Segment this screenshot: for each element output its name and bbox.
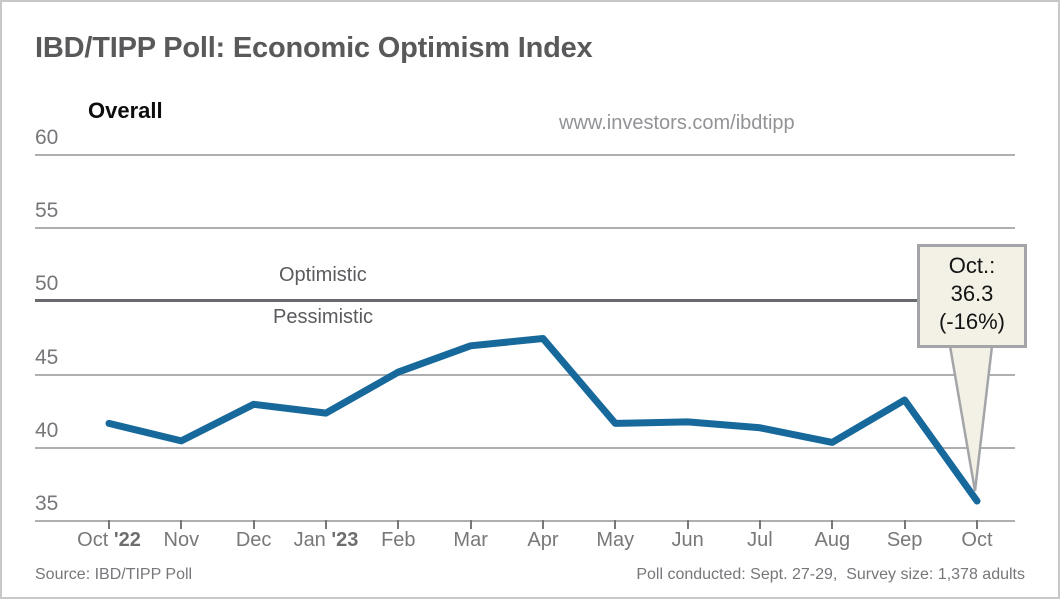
y-axis-label-55: 55 <box>35 199 59 223</box>
gridline-40 <box>35 446 1015 449</box>
chart-title: IBD/TIPP Poll: Economic Optimism Index <box>35 32 593 64</box>
gridline-35 <box>35 520 1015 522</box>
x-tick-6 <box>541 520 544 529</box>
x-tick-0 <box>108 520 110 529</box>
source-note: Source: IBD/TIPP Poll <box>35 566 193 583</box>
x-axis-label-may: May <box>596 529 635 551</box>
y-axis-label-60: 60 <box>35 126 59 149</box>
x-axis-label-jul: Jul <box>747 529 773 551</box>
x-axis-label-oct-22: Oct '22 <box>77 529 141 551</box>
poll-details-note: Poll conducted: Sept. 27-29, Survey size… <box>636 566 1025 583</box>
x-tick-7 <box>614 520 617 529</box>
x-tick-5 <box>469 520 472 529</box>
callout-month: Oct.: <box>948 253 996 278</box>
x-axis-label-apr: Apr <box>527 529 559 551</box>
x-tick-10 <box>831 520 834 529</box>
website-url: www.investors.com/ibdtipp <box>559 112 795 134</box>
x-tick-9 <box>758 520 761 529</box>
callout-box-oct: Oct.: 36.3 (-16%) <box>917 244 1027 348</box>
x-axis-label-nov: Nov <box>163 529 200 551</box>
x-tick-8 <box>686 520 689 529</box>
year-label: '22 <box>113 529 141 551</box>
x-axis-label-aug: Aug <box>814 529 851 551</box>
callout-value: 36.3 <box>950 281 994 306</box>
x-tick-11 <box>903 520 906 529</box>
y-axis-label-45: 45 <box>35 345 59 369</box>
callout-change: (-16%) <box>938 309 1005 334</box>
optimistic-zone-label: Optimistic <box>279 264 367 286</box>
gridline-45 <box>35 373 1015 376</box>
x-axis-label-jun: Jun <box>671 529 704 551</box>
gridline-55 <box>35 227 1015 230</box>
x-axis-label-oct: Oct <box>961 529 993 551</box>
pessimistic-zone-label: Pessimistic <box>273 306 374 328</box>
x-tick-12 <box>975 520 978 529</box>
series-label-overall: Overall <box>88 98 163 123</box>
x-tick-3 <box>324 520 327 529</box>
x-axis-label-dec: Dec <box>235 529 272 551</box>
x-axis-label-sep: Sep <box>886 529 923 551</box>
x-tick-2 <box>252 520 255 529</box>
callout-pointer-tail <box>948 344 994 492</box>
x-axis-label-mar: Mar <box>453 529 488 551</box>
y-axis-label-50: 50 <box>35 272 59 296</box>
threshold-gridline-50 <box>35 299 1015 303</box>
x-axis-label-feb: Feb <box>381 529 416 551</box>
overall-data-line <box>105 335 981 505</box>
gridline-60 <box>35 154 1015 156</box>
x-tick-4 <box>397 520 400 529</box>
y-axis-label-40: 40 <box>35 418 59 442</box>
x-axis-label-jan-23: Jan '23 <box>293 529 359 551</box>
y-axis-label-35: 35 <box>35 492 59 515</box>
x-tick-1 <box>180 520 183 529</box>
year-label: '23 <box>331 529 359 551</box>
